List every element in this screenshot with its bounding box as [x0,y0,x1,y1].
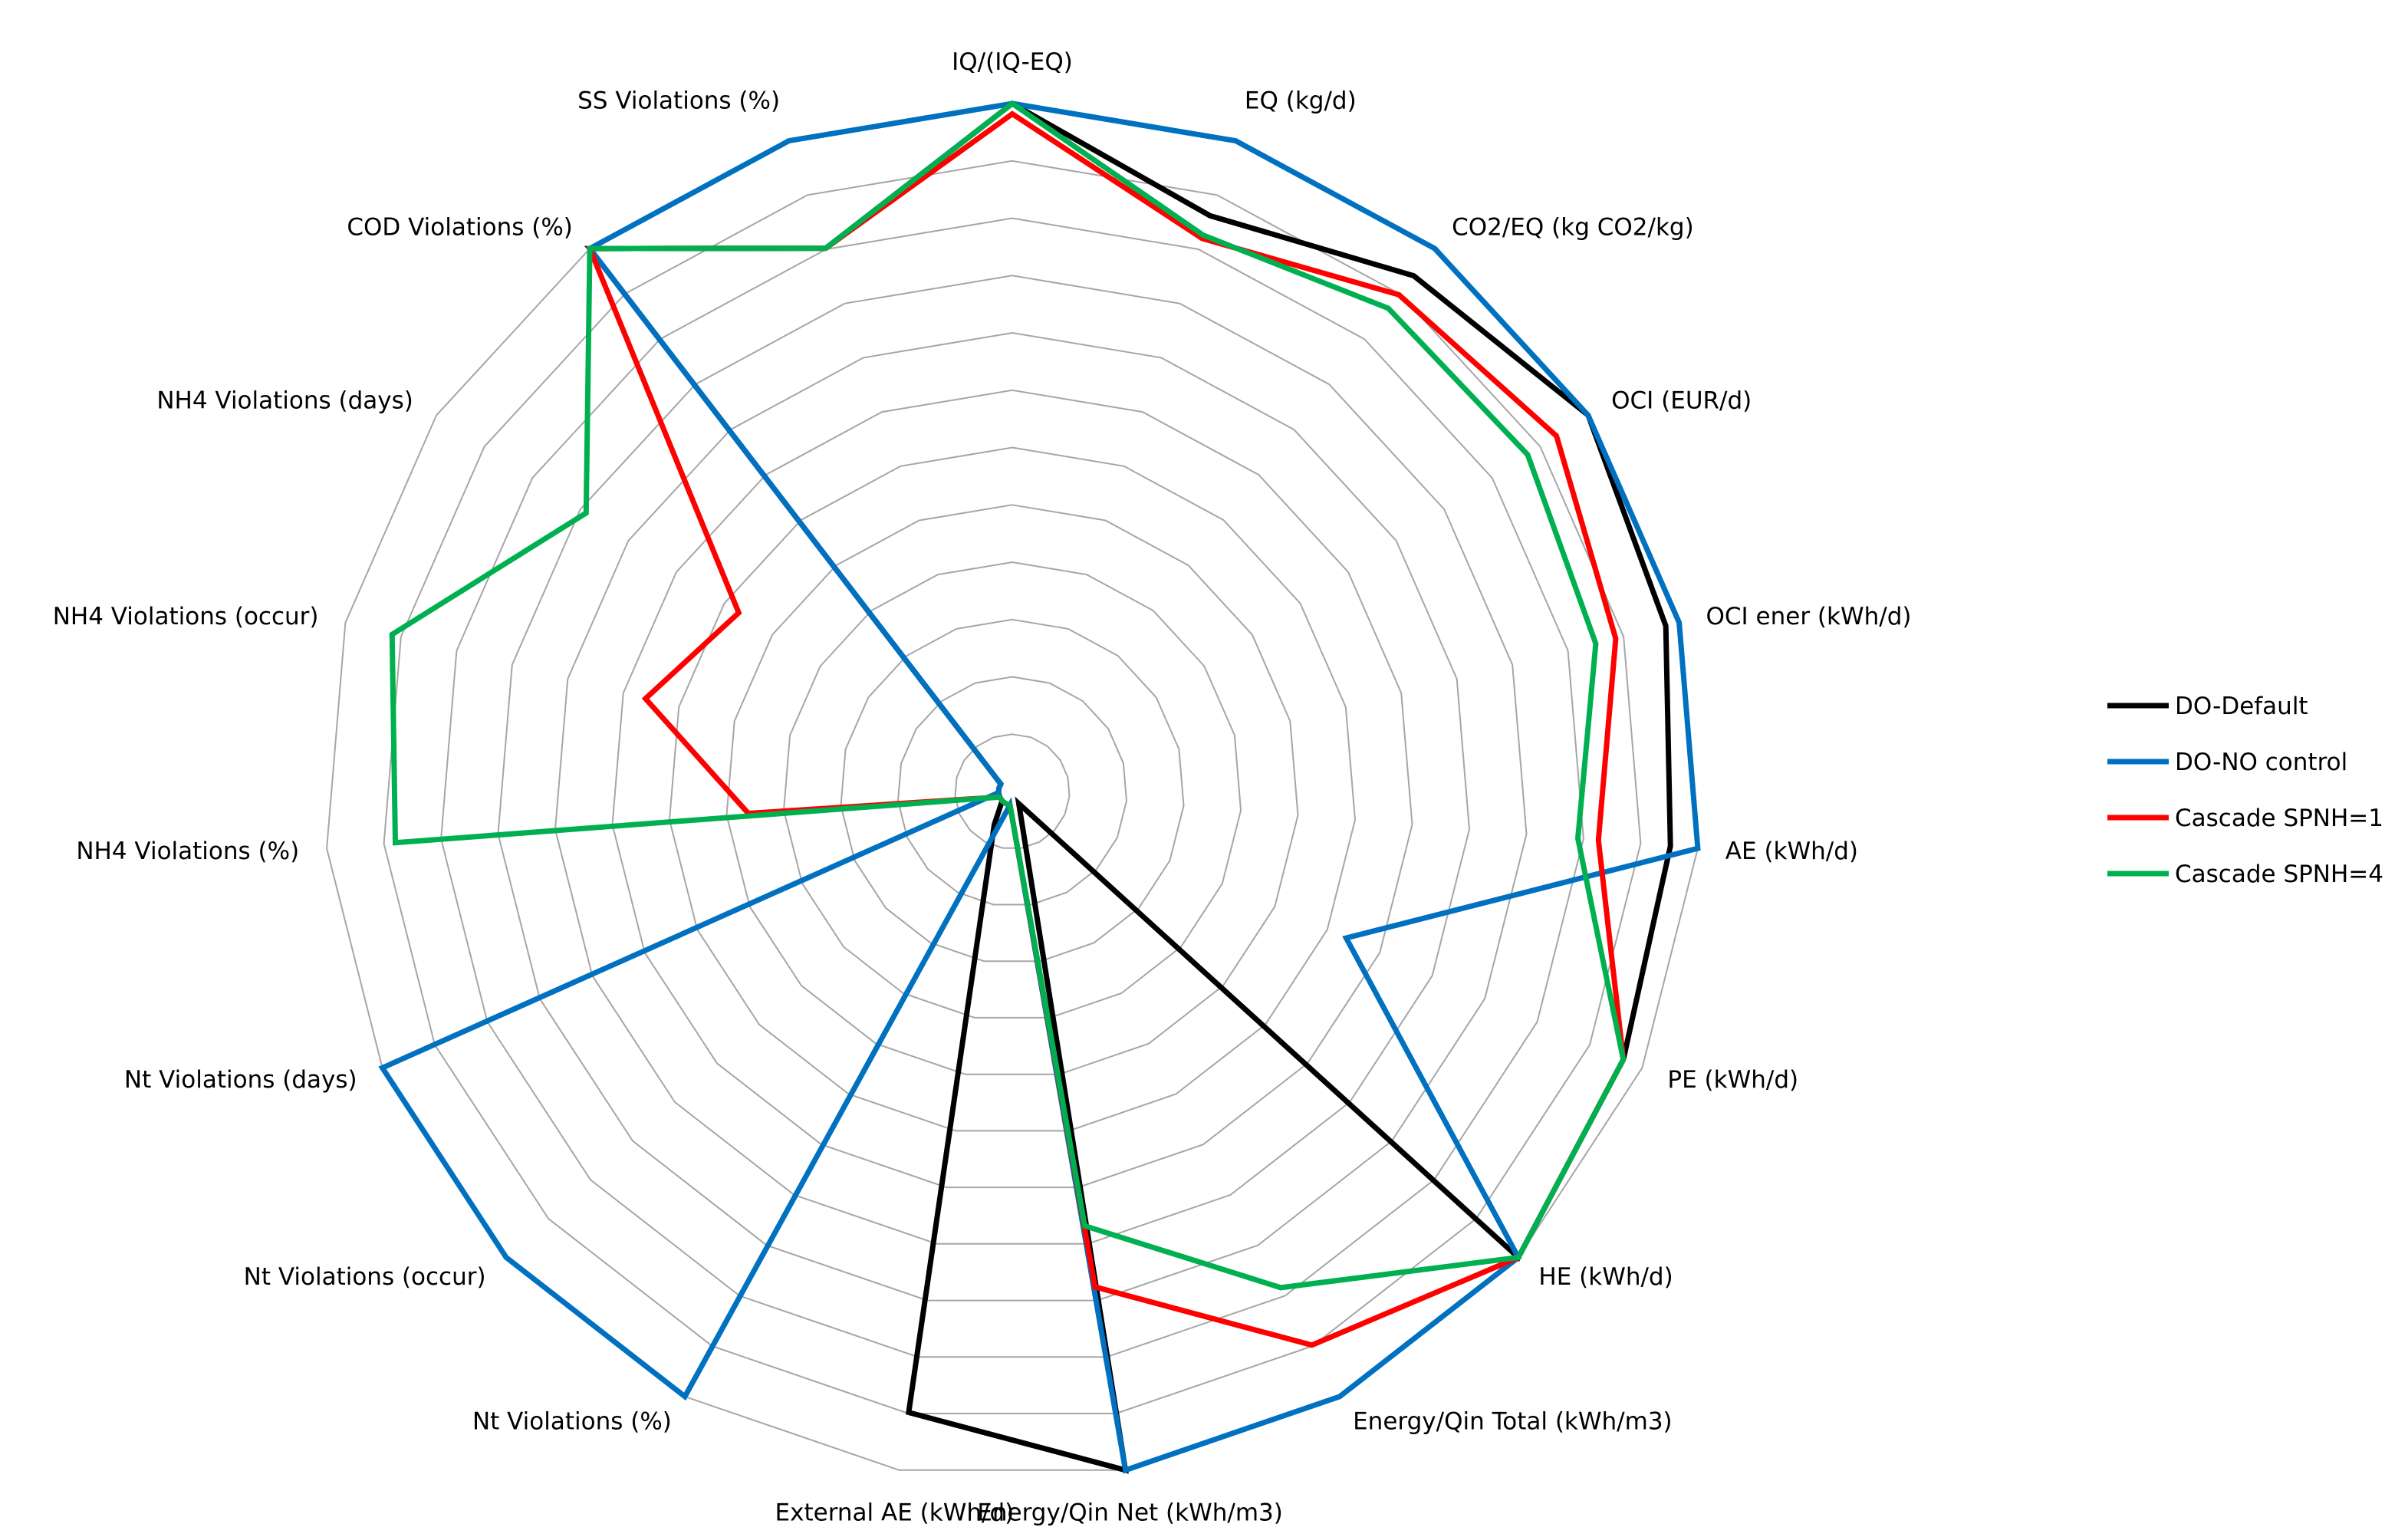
axis-label: CO2/EQ (kg CO2/kg) [1452,214,1694,242]
grid-ring [440,217,1584,1358]
axis-label: AE (kWh/d) [1725,838,1858,865]
axis-label: NH4 Violations (%) [76,838,299,865]
grid-ring [840,618,1185,963]
grid-ring [954,733,1071,849]
grid-ring [383,160,1642,1414]
axis-label: HE (kWh/d) [1538,1263,1673,1291]
grid-ring [725,504,1299,1075]
axis-label: EQ (kg/d) [1245,87,1357,115]
axis-label: OCI (EUR/d) [1611,387,1752,415]
axis-labels: IQ/(IQ-EQ) EQ (kg/d) CO2/EQ (kg CO2/kg) OCI… [53,48,1912,1526]
grid-ring [554,331,1471,1245]
axis-label: Nt Violations (occur) [244,1263,486,1291]
axis-label: External AE (kWh/d) [775,1499,1015,1526]
axis-label: Energy/Qin Total (kWh/m3) [1353,1408,1673,1436]
axis-label: OCI ener (kWh/d) [1706,603,1912,630]
grid-ring [497,275,1528,1302]
axis-label: Nt Violations (days) [124,1066,357,1094]
axis-label: Energy/Qin Net (kWh/m3) [977,1499,1283,1526]
axis-label: Nt Violations (%) [472,1408,672,1436]
axis-label: COD Violations (%) [347,214,573,242]
grid-ring [668,446,1357,1132]
series-line-cascade-spnh-4 [389,100,1627,1291]
axis-label: NH4 Violations (days) [156,387,413,415]
axis-label: IQ/(IQ-EQ) [952,48,1073,76]
legend: DO-Default DO-NO control Cascade SPNH=1 Cas… [2107,693,2383,888]
grid-ring [782,561,1242,1019]
axis-label: NH4 Violations (occur) [53,603,319,630]
series-lines [378,100,1701,1474]
grid-ring [611,389,1413,1189]
legend-label-do-default: DO-Default [2175,693,2308,720]
legend-label-do-no-control: DO-NO control [2175,749,2347,776]
axis-label: SS Violations (%) [577,87,780,115]
legend-label-cascade-spnh-1: Cascade SPNH=1 [2175,805,2383,832]
legend-label-cascade-spnh-4: Cascade SPNH=4 [2175,861,2383,888]
axis-label: PE (kWh/d) [1667,1066,1798,1094]
grid-ring [896,676,1128,906]
